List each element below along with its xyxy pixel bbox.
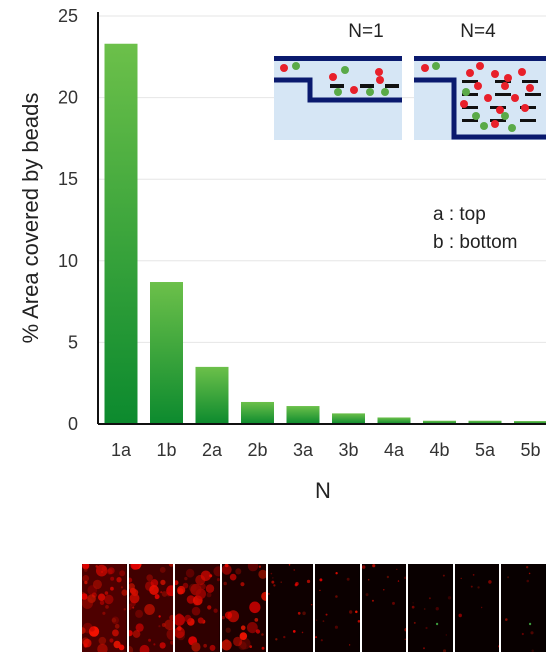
bar-1b xyxy=(150,282,183,424)
green-bead xyxy=(334,88,342,96)
red-bead xyxy=(375,68,383,76)
x-tick-label: 1a xyxy=(111,440,132,460)
bar-3b xyxy=(332,413,365,424)
bar-1a xyxy=(105,44,138,424)
red-bead xyxy=(491,120,499,128)
inset-n4-title: N=4 xyxy=(460,21,496,42)
micrograph-strip xyxy=(82,564,546,652)
red-bead xyxy=(376,76,384,84)
x-tick-labels: 1a 1b 2a 2b 3a 3b 4a 4b 5a 5b xyxy=(111,440,541,460)
x-tick-label: 4b xyxy=(429,440,449,460)
inset-n1-top-wall xyxy=(274,56,402,61)
x-tick-label: 2a xyxy=(202,440,223,460)
green-bead xyxy=(366,88,374,96)
inset-diagram-n4: N=4 xyxy=(414,21,546,140)
x-tick-label: 3a xyxy=(293,440,314,460)
red-bead xyxy=(460,100,468,108)
red-bead xyxy=(484,94,492,102)
micrograph-panel xyxy=(82,564,127,652)
green-bead xyxy=(462,88,470,96)
y-tick-label: 15 xyxy=(58,169,78,189)
micrograph-panel xyxy=(455,564,500,652)
inset-n4-dash xyxy=(522,80,538,83)
inset-n4-dash xyxy=(462,80,478,83)
red-bead xyxy=(476,62,484,70)
annotation-top: a : top xyxy=(433,204,486,225)
red-bead xyxy=(474,82,482,90)
green-bead xyxy=(472,112,480,120)
inset-n4-top-wall xyxy=(414,56,546,61)
x-tick-label: 3b xyxy=(338,440,358,460)
red-bead xyxy=(511,94,519,102)
red-bead xyxy=(518,68,526,76)
micrograph-panel xyxy=(315,564,360,652)
y-tick-label: 10 xyxy=(58,251,78,271)
red-bead xyxy=(491,70,499,78)
red-bead xyxy=(521,104,529,112)
annotation-bottom: b : bottom xyxy=(433,232,518,253)
red-bead xyxy=(466,69,474,77)
green-bead xyxy=(292,62,300,70)
y-tick-label: 0 xyxy=(68,414,78,434)
red-bead xyxy=(329,73,337,81)
inset-n4-dash xyxy=(520,119,536,122)
red-bead xyxy=(280,64,288,72)
micrograph-panel xyxy=(408,564,453,652)
y-tick-label: 5 xyxy=(68,332,78,352)
micrograph-panel xyxy=(175,564,220,652)
x-axis-label: N xyxy=(315,478,331,503)
y-tick-labels: 0 5 10 15 20 25 xyxy=(58,6,78,434)
x-tick-label: 5a xyxy=(475,440,496,460)
green-bead xyxy=(432,62,440,70)
green-bead xyxy=(381,88,389,96)
inset-n4-dash xyxy=(495,93,511,96)
inset-n1-dash xyxy=(330,84,344,88)
bar-chart: 0 5 10 15 20 25 1a 1b 2a 2b 3a 3b 4a 4b 5a 5b N % Area… xyxy=(0,0,546,560)
inset-n1-dash xyxy=(385,84,399,88)
inset-n1-dash xyxy=(360,84,374,88)
inset-n1-title: N=1 xyxy=(348,21,383,42)
green-bead xyxy=(480,122,488,130)
micrograph-panel xyxy=(268,564,313,652)
x-tick-label: 5b xyxy=(520,440,540,460)
x-tick-label: 2b xyxy=(247,440,267,460)
micrograph-panel xyxy=(501,564,546,652)
red-bead xyxy=(501,82,509,90)
green-bead xyxy=(501,112,509,120)
green-bead xyxy=(341,66,349,74)
y-axis-label: % Area covered by beads xyxy=(18,93,43,344)
y-tick-label: 20 xyxy=(58,88,78,108)
x-tick-label: 4a xyxy=(384,440,405,460)
micrograph-panel xyxy=(362,564,407,652)
red-bead xyxy=(526,84,534,92)
bar-2a xyxy=(196,367,229,424)
x-tick-label: 1b xyxy=(156,440,176,460)
bar-3a xyxy=(287,406,320,424)
red-bead xyxy=(421,64,429,72)
green-bead xyxy=(508,124,516,132)
red-bead xyxy=(350,86,358,94)
red-bead xyxy=(504,74,512,82)
y-tick-label: 25 xyxy=(58,6,78,26)
micrograph-panel xyxy=(222,564,267,652)
bar-2b xyxy=(241,402,274,424)
inset-diagram-n1: N=1 xyxy=(274,21,402,140)
micrograph-panel xyxy=(129,564,174,652)
inset-n4-dash xyxy=(525,93,541,96)
